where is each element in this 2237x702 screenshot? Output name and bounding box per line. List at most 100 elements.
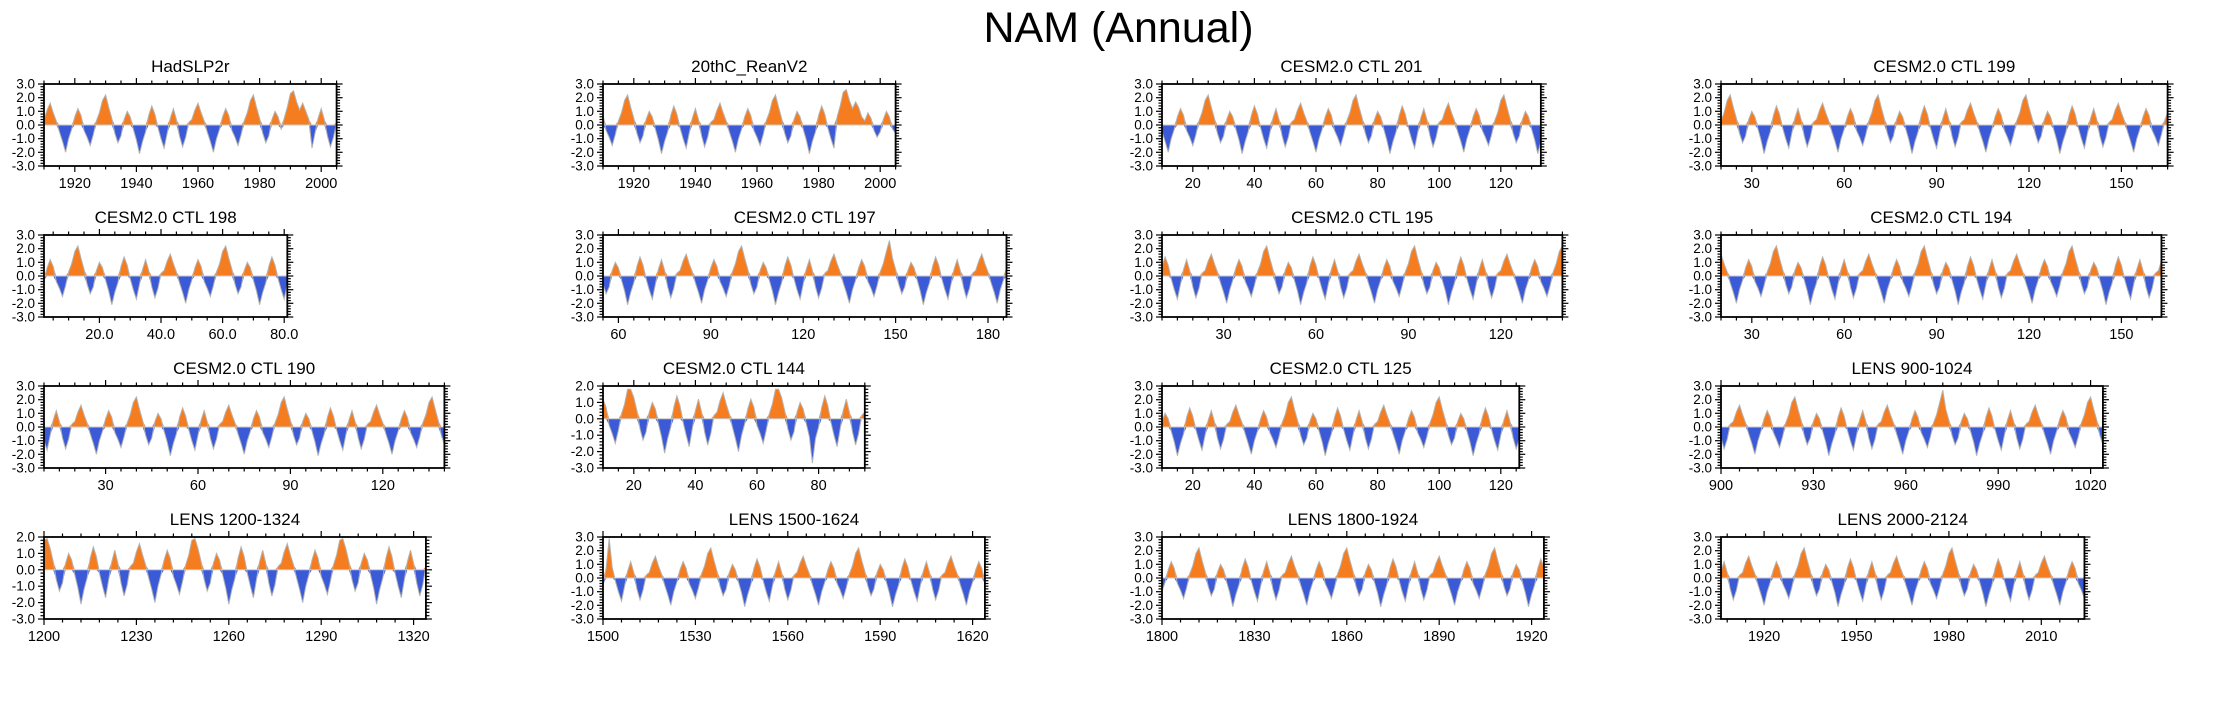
svg-text:-1.0: -1.0 <box>12 131 35 146</box>
svg-text:1320: 1320 <box>397 629 429 645</box>
svg-text:-2.0: -2.0 <box>12 447 35 462</box>
svg-text:0.0: 0.0 <box>1693 118 1712 133</box>
svg-text:120: 120 <box>2017 176 2041 192</box>
svg-text:3.0: 3.0 <box>1693 228 1712 243</box>
svg-text:900: 900 <box>1709 478 1733 494</box>
svg-text:0.0: 0.0 <box>575 118 594 133</box>
svg-text:-1.0: -1.0 <box>1689 584 1712 599</box>
svg-text:40: 40 <box>1246 478 1262 494</box>
svg-text:1.0: 1.0 <box>575 557 594 572</box>
panel-title: CESM2.0 CTL 197 <box>733 208 876 227</box>
panel-grid: HadSLP2r 1920 1940 1960 1980 2000 3.0 2.0 1.0 0.… <box>0 57 2237 651</box>
svg-text:120: 120 <box>1489 478 1513 494</box>
chart-panel: CESM2.0 CTL 201 20 40 60 80 100 120 3.0 2.0 1.0 0… <box>1120 57 1679 198</box>
svg-text:90: 90 <box>1929 327 1945 343</box>
svg-text:2.0: 2.0 <box>16 241 35 256</box>
svg-text:3.0: 3.0 <box>16 228 35 243</box>
svg-text:1860: 1860 <box>1331 629 1363 645</box>
svg-text:1920: 1920 <box>59 176 91 192</box>
svg-text:1800: 1800 <box>1146 629 1178 645</box>
svg-text:-3.0: -3.0 <box>12 461 35 476</box>
chart-panel: LENS 900-1024 900 930 960 990 1020 3.0 2.0 1.0 0… <box>1679 359 2237 500</box>
svg-text:2.0: 2.0 <box>16 530 35 545</box>
svg-text:1.0: 1.0 <box>575 395 594 410</box>
svg-text:-1.0: -1.0 <box>571 428 594 443</box>
svg-text:-2.0: -2.0 <box>1130 598 1153 613</box>
svg-text:1.0: 1.0 <box>16 255 35 270</box>
svg-text:-1.0: -1.0 <box>571 282 594 297</box>
svg-text:2.0: 2.0 <box>16 392 35 407</box>
svg-text:2.0: 2.0 <box>16 90 35 105</box>
svg-text:3.0: 3.0 <box>575 530 594 545</box>
svg-text:20.0: 20.0 <box>85 327 113 343</box>
plot-canvas: 900 930 960 990 1020 3.02.01.00.0-1.0-2.0-3.0 <box>1689 379 2109 494</box>
svg-text:1500: 1500 <box>587 629 619 645</box>
svg-text:1920: 1920 <box>618 176 650 192</box>
panel-title: CESM2.0 CTL 125 <box>1269 359 1412 378</box>
svg-text:80.0: 80.0 <box>270 327 298 343</box>
svg-text:2.0: 2.0 <box>1693 543 1712 558</box>
svg-text:3.0: 3.0 <box>16 379 35 394</box>
plot-canvas: 20 40 60 80 100 120 3.02.01.00.0-1.0-2.0-3.0 <box>1130 77 1547 192</box>
svg-text:100: 100 <box>1427 478 1451 494</box>
svg-text:20: 20 <box>1185 176 1201 192</box>
svg-text:150: 150 <box>2109 176 2133 192</box>
svg-text:1.0: 1.0 <box>575 104 594 119</box>
svg-text:0.0: 0.0 <box>1693 269 1712 284</box>
svg-text:60: 60 <box>1308 176 1324 192</box>
svg-text:1.0: 1.0 <box>1134 406 1153 421</box>
svg-text:3.0: 3.0 <box>1693 379 1712 394</box>
panel-title: 20thC_ReanV2 <box>691 57 808 76</box>
svg-text:90: 90 <box>282 478 298 494</box>
svg-text:0.0: 0.0 <box>16 269 35 284</box>
svg-text:-1.0: -1.0 <box>571 131 594 146</box>
svg-text:30: 30 <box>1216 327 1232 343</box>
svg-text:90: 90 <box>1400 327 1416 343</box>
svg-text:120: 120 <box>371 478 395 494</box>
svg-text:0.0: 0.0 <box>1693 420 1712 435</box>
chart-panel: LENS 1800-1924 1800 1830 1860 1890 1920 3.0 2.… <box>1120 510 1679 651</box>
svg-text:3.0: 3.0 <box>1693 530 1712 545</box>
svg-text:1020: 1020 <box>2074 478 2106 494</box>
svg-text:60: 60 <box>749 478 765 494</box>
svg-text:0.0: 0.0 <box>16 420 35 435</box>
svg-text:2.0: 2.0 <box>1693 392 1712 407</box>
svg-text:3.0: 3.0 <box>1693 77 1712 92</box>
plot-canvas: 1500 1530 1560 1590 1620 3.02.01.00.0-1.0-2.0… <box>571 530 991 645</box>
svg-text:-2.0: -2.0 <box>1130 296 1153 311</box>
panel-title: LENS 1800-1924 <box>1287 510 1419 529</box>
svg-text:-1.0: -1.0 <box>1130 282 1153 297</box>
svg-text:-3.0: -3.0 <box>571 612 594 627</box>
svg-text:60: 60 <box>1836 327 1852 343</box>
svg-text:-3.0: -3.0 <box>1130 612 1153 627</box>
svg-text:-2.0: -2.0 <box>12 296 35 311</box>
svg-text:40: 40 <box>687 478 703 494</box>
svg-text:1.0: 1.0 <box>1134 557 1153 572</box>
svg-text:-3.0: -3.0 <box>571 310 594 325</box>
svg-text:60: 60 <box>190 478 206 494</box>
svg-text:1920: 1920 <box>1515 629 1547 645</box>
svg-text:1980: 1980 <box>802 176 834 192</box>
plot-canvas: 30 60 90 120 150 3.02.01.00.0-1.0-2.0-3.0 <box>1689 228 2168 343</box>
svg-text:-1.0: -1.0 <box>1130 433 1153 448</box>
svg-text:-1.0: -1.0 <box>12 433 35 448</box>
svg-text:1830: 1830 <box>1238 629 1270 645</box>
plot-canvas: 20 40 60 80 100 120 3.02.01.00.0-1.0-2.0-3.0 <box>1130 379 1526 494</box>
svg-text:0.0: 0.0 <box>575 269 594 284</box>
svg-text:0.0: 0.0 <box>575 411 594 426</box>
svg-text:960: 960 <box>1894 478 1918 494</box>
svg-text:-3.0: -3.0 <box>1689 159 1712 174</box>
panel-title: CESM2.0 CTL 198 <box>94 208 237 227</box>
svg-text:-3.0: -3.0 <box>1689 461 1712 476</box>
svg-text:-2.0: -2.0 <box>571 296 594 311</box>
svg-text:60: 60 <box>610 327 626 343</box>
plot-canvas: 30 60 90 120 150 3.02.01.00.0-1.0-2.0-3.0 <box>1689 77 2174 192</box>
svg-text:80: 80 <box>1370 478 1386 494</box>
svg-text:120: 120 <box>1489 327 1513 343</box>
plot-canvas: 30 60 90 120 3.02.01.00.0-1.0-2.0-3.0 <box>12 379 451 494</box>
svg-text:-3.0: -3.0 <box>12 159 35 174</box>
svg-text:3.0: 3.0 <box>575 228 594 243</box>
chart-panel: CESM2.0 CTL 195 30 60 90 120 3.0 2.0 1.0 0.0 -1.… <box>1120 208 1679 349</box>
svg-text:1980: 1980 <box>243 176 275 192</box>
svg-text:0.0: 0.0 <box>1693 571 1712 586</box>
